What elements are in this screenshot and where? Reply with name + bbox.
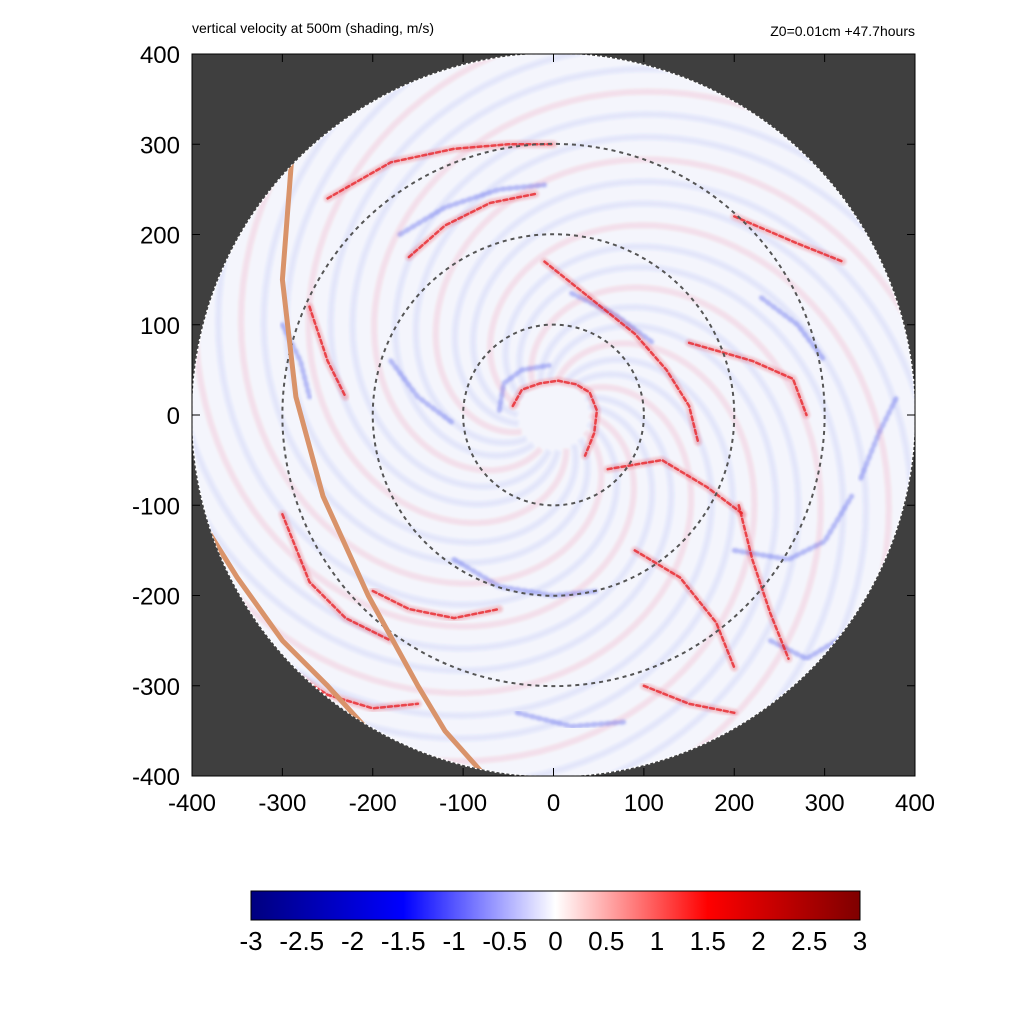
- swirl-arm: [432, 156, 915, 436]
- colorbar-labels: -3 -2.5 -2 -1.5 -1 -0.5 0 0.5 1 1.5 2 2.5 3: [239, 926, 867, 956]
- updraft-band: [281, 513, 393, 642]
- y-tick-label: -200: [132, 584, 180, 611]
- x-tick-label: 100: [624, 790, 664, 817]
- swirl-arm: [192, 394, 675, 674]
- track-line: [279, 159, 484, 774]
- x-tick-label: -200: [349, 790, 397, 817]
- updraft-band: [737, 504, 790, 660]
- downdraft-band: [451, 556, 602, 599]
- colorbar-label: 3: [853, 926, 867, 956]
- downdraft-band: [397, 182, 547, 237]
- x-tick-label: 400: [895, 790, 935, 817]
- colorbar-label: -1: [442, 926, 465, 956]
- colorbar-label: 1: [650, 926, 664, 956]
- updraft-band: [308, 305, 347, 399]
- x-tick-label: 300: [805, 790, 845, 817]
- x-tick-label: -300: [258, 790, 306, 817]
- updraft-band: [326, 143, 555, 200]
- colorbar-label: -3: [239, 926, 262, 956]
- colorbar-label: -2.5: [279, 926, 324, 956]
- updraft-band: [633, 549, 736, 669]
- axis-ticks: [191, 53, 916, 777]
- colorbar-label: -2: [341, 926, 364, 956]
- updraft-band: [733, 215, 844, 263]
- swirl-arm: [237, 163, 605, 587]
- y-tick-label: -100: [132, 493, 180, 520]
- swirl-arm: [305, 53, 570, 526]
- swirl-arm: [392, 111, 837, 459]
- swirl-arm: [412, 133, 887, 446]
- updraft-band: [371, 589, 501, 620]
- updraft-band: [642, 684, 736, 715]
- swirl-arm: [528, 284, 824, 766]
- colorbar-label: 0.5: [588, 926, 624, 956]
- swirl-arm: [215, 236, 621, 608]
- swirl-arm: [470, 200, 915, 510]
- downdraft-band: [496, 362, 552, 413]
- updraft-band: [606, 458, 745, 516]
- downdraft-band: [858, 394, 900, 481]
- y-tick-label: 400: [140, 42, 180, 69]
- y-tick-label: 100: [140, 313, 180, 340]
- downdraft-band: [514, 710, 629, 729]
- swirl-arm: [220, 384, 695, 697]
- y-tick-label: 0: [167, 403, 180, 430]
- x-tick-label: 0: [547, 790, 560, 817]
- updraft-band: [687, 341, 808, 417]
- colorbar-label: 1.5: [690, 926, 726, 956]
- updraft-band: [407, 192, 537, 259]
- swirl-arm: [371, 88, 771, 474]
- y-tick-label: -300: [132, 674, 180, 701]
- colorbar-label: -0.5: [482, 926, 527, 956]
- colorbar-label: 2.5: [791, 926, 827, 956]
- colorbar-label: -1.5: [381, 926, 426, 956]
- updraft-band: [511, 379, 599, 457]
- colorbar: [250, 890, 861, 921]
- range-ring: [281, 142, 826, 688]
- swirl-arm: [260, 105, 591, 566]
- chart-title: vertical velocity at 500m (shading, m/s): [192, 20, 434, 36]
- swirl-arm: [192, 403, 656, 652]
- range-ring: [462, 323, 645, 507]
- swirl-arm: [336, 356, 736, 742]
- downdraft-band: [388, 358, 457, 427]
- x-tick-label: -400: [168, 790, 216, 817]
- swirl-arm: [283, 64, 579, 546]
- y-axis-tick-labels: 400 300 200 100 0 -100 -200 -300 -400: [132, 42, 180, 791]
- x-axis-tick-labels: -400 -300 -200 -100 0 100 200 300 400: [168, 790, 935, 817]
- y-tick-label: 200: [140, 223, 180, 250]
- colorbar-label: 0: [548, 926, 562, 956]
- swirl-arm: [516, 264, 847, 725]
- y-tick-label: -400: [132, 764, 180, 791]
- velocity-field: [192, 53, 915, 777]
- colorbar-label: 2: [751, 926, 765, 956]
- x-tick-label: -100: [439, 790, 487, 817]
- swirl-arm: [349, 65, 691, 490]
- downdraft-band: [731, 493, 855, 562]
- run-info: Z0=0.01cm +47.7hours: [770, 23, 915, 39]
- swirl-arm: [270, 371, 715, 719]
- swirl-arm: [486, 222, 892, 594]
- updraft-band: [543, 260, 700, 444]
- swirl-arm: [327, 53, 605, 508]
- range-ring: [371, 233, 736, 597]
- x-tick-label: 200: [714, 790, 754, 817]
- swirl-arm: [537, 304, 802, 777]
- y-tick-label: 300: [140, 132, 180, 159]
